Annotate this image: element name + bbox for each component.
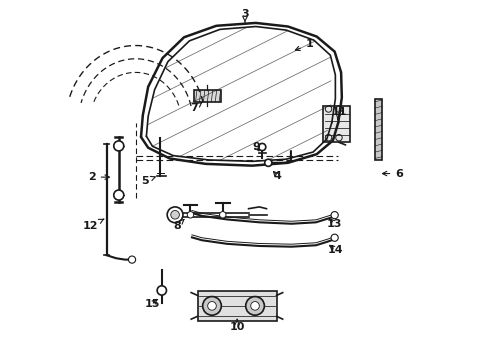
Circle shape (259, 143, 266, 150)
Circle shape (331, 212, 338, 219)
FancyBboxPatch shape (197, 291, 276, 320)
Text: 3: 3 (241, 9, 249, 22)
Circle shape (245, 297, 265, 315)
Circle shape (128, 256, 136, 263)
Circle shape (114, 190, 124, 200)
Circle shape (220, 212, 226, 218)
FancyBboxPatch shape (194, 90, 221, 102)
Circle shape (208, 302, 216, 310)
Circle shape (114, 141, 124, 151)
FancyBboxPatch shape (323, 107, 350, 142)
Text: 2: 2 (88, 172, 109, 182)
Circle shape (203, 297, 221, 315)
Text: 9: 9 (252, 142, 260, 152)
Text: 8: 8 (173, 220, 184, 231)
Text: 5: 5 (142, 176, 155, 186)
Circle shape (157, 286, 167, 295)
Circle shape (187, 212, 194, 218)
Text: 10: 10 (229, 319, 245, 332)
Text: 11: 11 (331, 107, 347, 120)
Text: 12: 12 (83, 219, 104, 231)
Text: 6: 6 (382, 168, 403, 179)
Circle shape (331, 234, 338, 241)
FancyBboxPatch shape (375, 99, 382, 160)
Circle shape (167, 207, 183, 223)
Text: 1: 1 (295, 40, 314, 50)
Circle shape (265, 159, 272, 166)
Text: 4: 4 (273, 171, 281, 181)
Text: 14: 14 (327, 245, 343, 255)
Circle shape (251, 302, 259, 310)
Circle shape (171, 211, 179, 219)
Text: 15: 15 (145, 299, 160, 309)
Text: 13: 13 (327, 219, 343, 229)
Text: 7: 7 (190, 103, 202, 113)
